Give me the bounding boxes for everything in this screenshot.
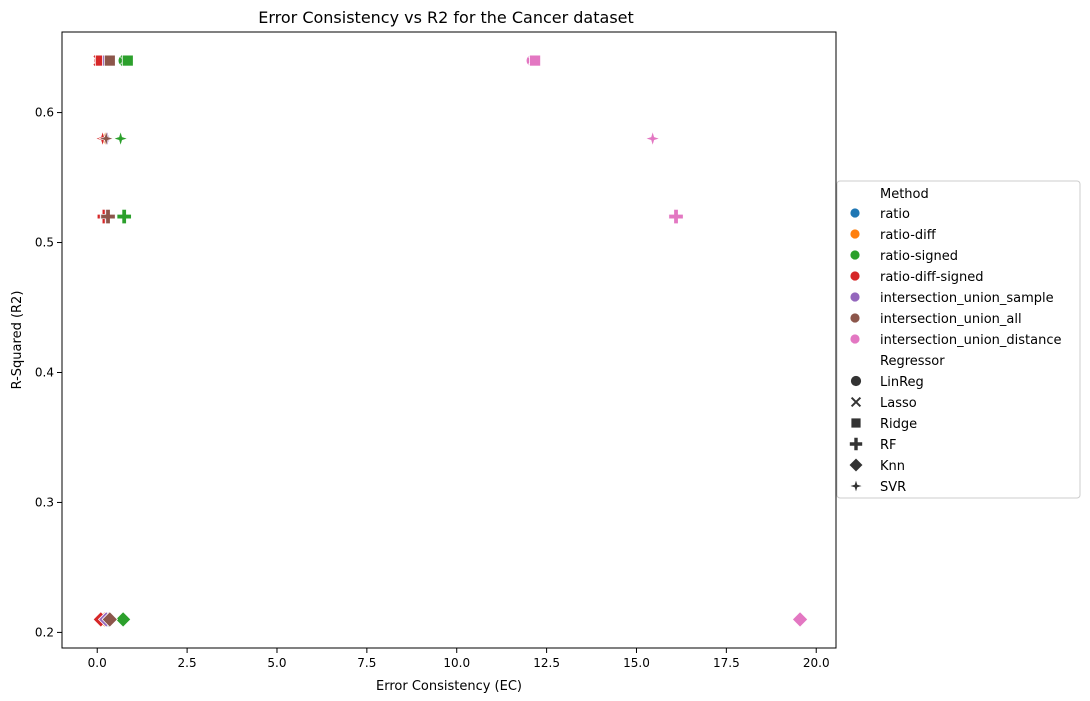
legend-regressor-title: Regressor: [880, 354, 945, 369]
point-intersection-union-distance-ridge: [529, 54, 541, 67]
point-intersection-union-distance-svr: [644, 130, 661, 147]
y-tick-label: 0.2: [35, 625, 54, 639]
point-ratio-signed-knn: [114, 611, 132, 628]
legend-lasso-marker: [850, 396, 862, 408]
plot-area: [61, 31, 837, 649]
chart-title: Error Consistency vs R2 for the Cancer d…: [258, 8, 634, 27]
x-tick-label: 17.5: [713, 656, 740, 670]
legend-regressor-label: RF: [880, 438, 897, 453]
y-tick-label: 0.3: [35, 495, 54, 509]
legend-method-marker: [849, 270, 861, 282]
point-intersection-union-all-svr: [98, 130, 115, 147]
legend-svr-marker: [848, 478, 864, 494]
x-tick-label: 10.0: [443, 656, 470, 670]
x-tick-label: 20.0: [803, 656, 830, 670]
legend-linreg-marker: [850, 375, 862, 387]
legend-regressor-label: LinReg: [880, 375, 924, 390]
x-tick-label: 5.0: [267, 656, 286, 670]
data-points: [92, 54, 809, 628]
legend-frame: [836, 180, 1081, 499]
legend-knn-marker: [848, 457, 864, 473]
x-axis-ticks: 0.0 2.5 5.0 7.5 10.0 12.5 15.0 17.5 20.0: [88, 648, 830, 670]
legend-method-marker: [849, 249, 861, 261]
y-tick-label: 0.6: [35, 106, 54, 120]
legend-method-label: ratio: [880, 207, 910, 222]
legend-method-title: Method: [880, 187, 929, 202]
legend-method-marker: [849, 333, 861, 345]
legend-method-label: ratio-diff-signed: [880, 270, 984, 285]
x-tick-label: 12.5: [533, 656, 560, 670]
point-ratio-signed-ridge: [121, 54, 134, 67]
legend-regressor-label: Ridge: [880, 417, 917, 432]
legend-method-label: ratio-diff: [880, 228, 937, 243]
legend-method-label: ratio-signed: [880, 249, 958, 264]
legend-method-label: intersection_union_all: [880, 312, 1022, 327]
point-ratio-signed-rf: [116, 209, 132, 224]
legend-ridge-marker: [850, 417, 862, 429]
point-ratio-signed-svr: [112, 130, 129, 147]
x-axis-label: Error Consistency (EC): [376, 679, 522, 694]
x-tick-label: 2.5: [178, 656, 197, 670]
legend-method-marker: [849, 228, 861, 240]
x-tick-label: 7.5: [357, 656, 376, 670]
point-intersection-union-all-rf: [100, 209, 116, 224]
legend-method-label: intersection_union_sample: [880, 291, 1054, 306]
legend: Method Regressor ratio ratio-diff ratio-si…: [836, 180, 1081, 499]
y-tick-label: 0.5: [35, 236, 54, 250]
legend-method-marker: [849, 312, 861, 324]
legend-method-marker: [849, 291, 861, 303]
x-tick-label: 15.0: [623, 656, 650, 670]
point-intersection-union-distance-knn: [791, 611, 809, 628]
legend-rf-marker: [849, 437, 863, 451]
legend-regressor-label: SVR: [880, 480, 906, 495]
legend-method-marker: [849, 207, 861, 219]
y-tick-label: 0.4: [35, 365, 54, 379]
point-intersection-union-all-knn: [101, 611, 119, 628]
legend-regressor-label: Lasso: [880, 396, 917, 411]
point-intersection-union-all-ridge: [103, 54, 116, 67]
legend-method-label: intersection_union_distance: [880, 333, 1061, 348]
x-tick-label: 0.0: [88, 656, 107, 670]
y-axis-ticks: 0.2 0.3 0.4 0.5 0.6: [35, 106, 62, 639]
point-intersection-union-distance-rf: [668, 209, 684, 224]
legend-regressor-label: Knn: [880, 459, 905, 474]
y-axis-label: R-Squared (R2): [10, 291, 25, 390]
